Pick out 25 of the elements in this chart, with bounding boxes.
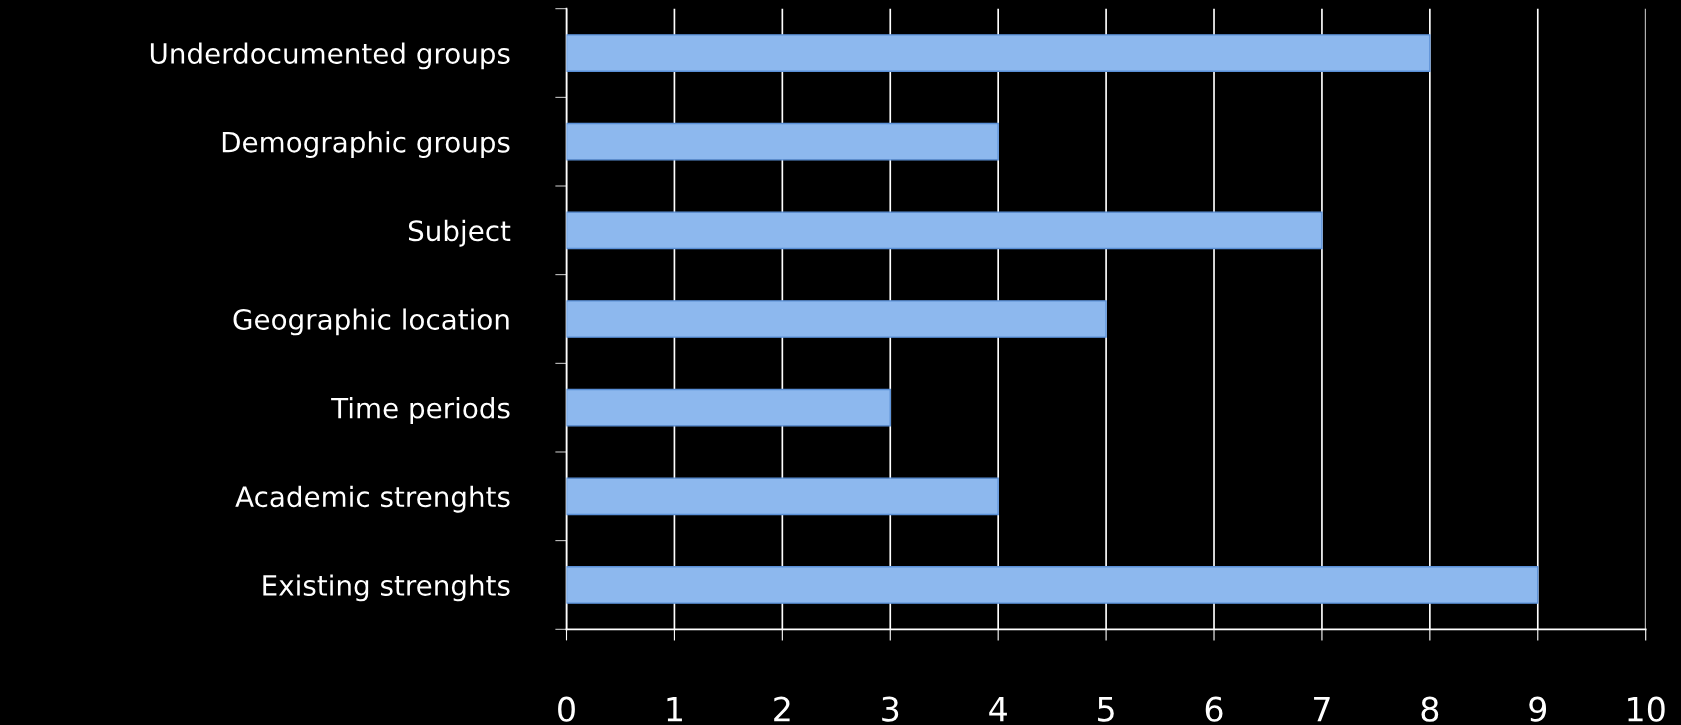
x-tick-label: 2 [774, 696, 790, 722]
x-tick-label: 5 [1098, 696, 1114, 722]
x-tick-label: 4 [989, 696, 1007, 722]
x-tick-label: 10 [1628, 696, 1665, 722]
x-tick-label: 6 [1205, 696, 1223, 722]
y-tick-label: Geographic location [233, 308, 509, 336]
x-tick-label: 1 [667, 696, 682, 722]
y-tick-label: Academic strenghts [235, 485, 510, 513]
bar [566, 211, 1323, 250]
bar [566, 388, 891, 427]
bar [566, 477, 999, 516]
bar [566, 122, 999, 161]
x-tick-label: 8 [1421, 696, 1439, 722]
y-tick-label: Existing strenghts [263, 574, 510, 602]
bar [566, 566, 1539, 604]
x-tick-label: 9 [1529, 696, 1547, 722]
y-tick-label: Underdocumented groups [150, 42, 510, 70]
y-tick-label: Demographic groups [222, 131, 510, 159]
x-tick-label: 7 [1314, 696, 1330, 722]
y-tick-label: Subject [408, 219, 511, 247]
x-tick-label: 0 [558, 696, 575, 722]
bar [566, 300, 1107, 338]
bar [566, 34, 1431, 72]
y-tick-label: Time periods [331, 397, 510, 424]
x-tick-label: 3 [882, 696, 899, 722]
